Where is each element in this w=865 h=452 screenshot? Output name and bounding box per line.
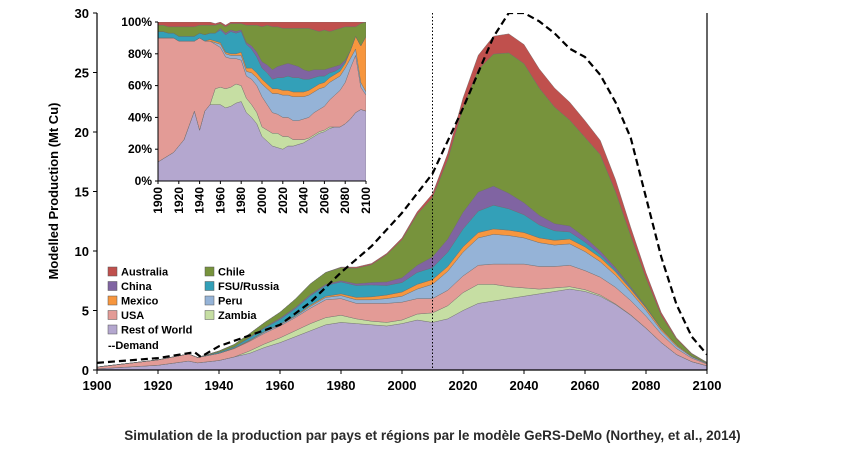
x-tick-label: 2000 bbox=[388, 378, 417, 393]
inset-x-tick-label: 2080 bbox=[338, 187, 352, 214]
x-tick-label: 2040 bbox=[510, 378, 539, 393]
x-tick-label: 2080 bbox=[632, 378, 661, 393]
y-tick-label: 30 bbox=[75, 6, 89, 21]
legend-label-mexico: Mexico bbox=[121, 296, 159, 308]
x-tick-label: 1940 bbox=[205, 378, 234, 393]
inset-y-tick-label: 80% bbox=[128, 47, 152, 61]
x-tick-label: 2020 bbox=[449, 378, 478, 393]
main-australia-area bbox=[97, 33, 707, 368]
legend-label-chile: Chile bbox=[218, 267, 245, 279]
legend-label-demand: --Demand bbox=[108, 340, 159, 352]
inset-x-tick-label: 1920 bbox=[172, 187, 186, 214]
y-tick-label: 10 bbox=[75, 244, 89, 259]
y-axis-label: Modelled Production (Mt Cu) bbox=[46, 103, 61, 280]
y-tick-label: 25 bbox=[75, 66, 89, 81]
x-tick-label: 1900 bbox=[83, 378, 112, 393]
legend-label-peru: Peru bbox=[218, 296, 242, 308]
y-tick-label: 0 bbox=[82, 363, 89, 378]
legend-label-zambia: Zambia bbox=[218, 310, 257, 322]
inset-areas bbox=[158, 22, 366, 181]
y-tick-label: 15 bbox=[75, 185, 89, 200]
x-tick-label: 1980 bbox=[327, 378, 356, 393]
legend-swatch-china bbox=[107, 281, 118, 291]
legend-label-rest-of-world: Rest of World bbox=[121, 325, 192, 337]
legend-swatch-australia bbox=[107, 266, 118, 277]
legend-swatch-rest-of-world bbox=[107, 324, 118, 335]
inset-x-tick-label: 2000 bbox=[255, 187, 269, 214]
inset-x-tick-label: 2040 bbox=[297, 187, 311, 214]
inset-x-tick-label: 1900 bbox=[151, 187, 165, 214]
production-chart: 0 5 10 15 20 25 30 1900 1920 1940 1960 1980 2000 2020… bbox=[46, 6, 722, 393]
inset-y-tick-label: 0% bbox=[135, 174, 153, 188]
main-areas bbox=[97, 13, 707, 370]
legend-swatch-chile bbox=[204, 266, 215, 277]
legend-swatch-fsu-russia bbox=[204, 281, 215, 291]
inset-y-tick-label: 100% bbox=[121, 15, 152, 29]
inset-x-tick-label: 2100 bbox=[359, 187, 373, 214]
legend-label-china: China bbox=[121, 281, 152, 293]
legend-label-australia: Australia bbox=[121, 267, 169, 279]
legend-swatch-peru bbox=[204, 295, 215, 306]
x-tick-label: 1920 bbox=[144, 378, 173, 393]
y-tick-label: 20 bbox=[75, 125, 89, 140]
x-tick-label: 2100 bbox=[693, 378, 722, 393]
legend-swatch-mexico bbox=[107, 295, 118, 306]
inset-y-tick-label: 40% bbox=[128, 110, 152, 124]
inset-chart: 0% 20% 40% 60% 80% 100% 1900 1920 1940 1960 1980 20… bbox=[111, 11, 375, 229]
y-tick-label: 5 bbox=[82, 304, 89, 319]
inset-y-tick-label: 20% bbox=[128, 142, 152, 156]
main-plot: 0 5 10 15 20 25 30 1900 1920 1940 1960 1980 2000 2020… bbox=[75, 6, 722, 393]
x-tick-label: 2060 bbox=[571, 378, 600, 393]
inset-x-tick-label: 1940 bbox=[193, 187, 207, 214]
legend-swatch-usa bbox=[107, 310, 118, 320]
inset-x-tick-label: 1960 bbox=[213, 187, 227, 214]
inset-x-tick-label: 1980 bbox=[234, 187, 248, 214]
demand-line bbox=[97, 13, 707, 364]
inset-x-tick-label: 2020 bbox=[276, 187, 290, 214]
inset-y-tick-label: 60% bbox=[128, 79, 152, 93]
legend-label-usa: USA bbox=[121, 310, 144, 322]
legend: Australia Chile China FSU/Russia Mexico Peru U… bbox=[107, 266, 280, 352]
legend-label-fsu-russia: FSU/Russia bbox=[218, 281, 280, 293]
legend-swatch-zambia bbox=[204, 310, 215, 320]
inset-x-tick-label: 2060 bbox=[317, 187, 331, 214]
x-tick-label: 1960 bbox=[266, 378, 295, 393]
figure-caption: Simulation de la production par pays et … bbox=[124, 428, 741, 443]
inset-australia-area bbox=[158, 22, 366, 32]
